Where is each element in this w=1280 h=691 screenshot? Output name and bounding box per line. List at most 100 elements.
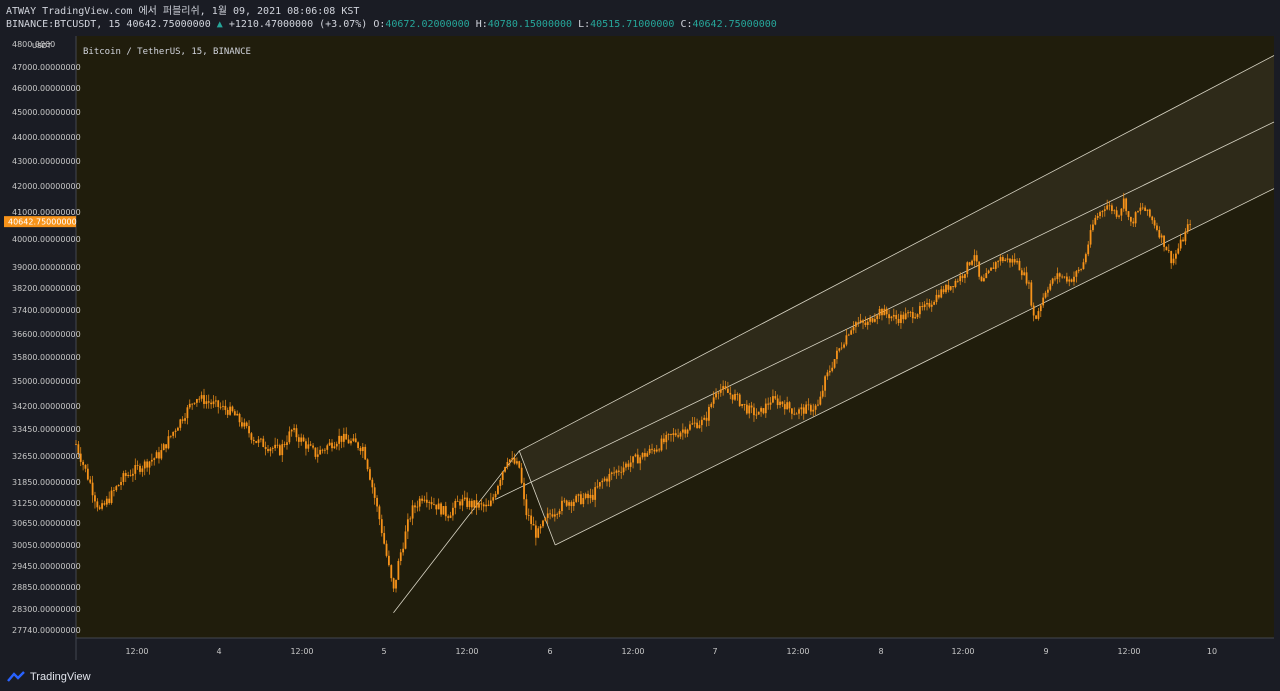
y-tick-label: 38200.00000000	[12, 284, 81, 293]
candle-body	[892, 314, 895, 317]
candle-body	[655, 449, 658, 452]
candle-body	[136, 465, 139, 466]
candle-body	[205, 401, 208, 404]
candle-body	[478, 503, 480, 508]
candle-body	[466, 497, 469, 507]
candle-body	[928, 302, 931, 307]
high-value: 40780.15000000	[487, 19, 573, 30]
candle-body	[881, 308, 883, 316]
candle-body	[293, 428, 295, 430]
candle-body	[463, 497, 466, 500]
channel-anchor-lines[interactable]	[393, 450, 556, 613]
candle-body	[755, 414, 758, 416]
candle-body	[1165, 246, 1168, 251]
candle-body	[297, 437, 300, 442]
candle-body	[895, 314, 898, 319]
candle-body	[259, 438, 262, 440]
candle-body	[722, 386, 725, 390]
channel-lower-line[interactable]	[555, 188, 1275, 546]
candle-body	[736, 394, 739, 395]
candle-body	[987, 270, 990, 273]
y-tick-label: 30050.00000000	[12, 541, 81, 550]
candle-body	[354, 438, 357, 443]
candle-body	[930, 304, 933, 307]
candle-body	[1082, 262, 1085, 270]
candle-body	[1096, 216, 1099, 218]
candle-body	[1167, 250, 1170, 252]
footer-brand[interactable]: TradingView	[6, 671, 91, 683]
candle-body	[632, 456, 634, 463]
change-value: +1210.47000000 (+3.07%)	[228, 19, 368, 30]
candle-body	[983, 278, 985, 282]
candle-body	[326, 445, 329, 450]
candle-body	[238, 413, 241, 423]
candle-body	[1092, 224, 1094, 231]
candle-body	[1101, 211, 1104, 213]
candle-body	[738, 394, 741, 406]
candle-body	[364, 446, 367, 460]
candle-body	[444, 506, 447, 517]
candle-body	[909, 312, 912, 313]
candle-body	[864, 322, 867, 325]
candle-body	[359, 448, 362, 452]
candle-body	[627, 463, 630, 467]
candle-body	[1047, 289, 1049, 293]
candle-body	[79, 453, 82, 462]
channel-upper-line[interactable]	[519, 55, 1275, 452]
candle-body	[999, 257, 1002, 262]
y-tick-label: 32650.00000000	[12, 452, 81, 461]
candle-body	[1001, 257, 1004, 262]
candle-body	[395, 579, 397, 589]
candle-body	[361, 446, 364, 452]
x-axis-panel[interactable]	[76, 638, 1274, 660]
y-tick-label: 34200.00000000	[12, 402, 81, 411]
candle-body	[866, 321, 869, 325]
candle-body	[214, 400, 217, 402]
candle-body	[241, 422, 243, 427]
candle-body	[949, 286, 952, 290]
candle-body	[717, 392, 720, 394]
candle-body	[1134, 212, 1137, 224]
candle-body	[1146, 209, 1149, 211]
candle-body	[734, 394, 736, 400]
candle-body	[871, 318, 874, 322]
candle-body	[615, 470, 618, 473]
candle-body	[77, 444, 80, 454]
candle-body	[473, 500, 476, 508]
candle-body	[278, 445, 281, 456]
candle-body	[352, 438, 355, 441]
candle-body	[333, 446, 336, 449]
candle-body	[622, 467, 625, 473]
candle-body	[103, 503, 106, 505]
candle-body	[520, 467, 523, 483]
candle-body	[1061, 276, 1064, 278]
candle-body	[345, 433, 348, 440]
candle-body	[1120, 208, 1123, 216]
candle-body	[203, 395, 205, 404]
candle-body	[926, 302, 928, 305]
x-tick-label: 6	[547, 647, 552, 656]
candle-body	[793, 413, 796, 415]
candle-body	[89, 479, 92, 483]
candle-body	[207, 401, 210, 403]
y-tick-label: 36600.00000000	[12, 330, 81, 339]
candle-body	[475, 500, 478, 508]
y-axis-panel[interactable]	[4, 36, 76, 638]
y-tick-label: 4800 0000	[12, 40, 55, 49]
candle-body	[127, 474, 130, 476]
candle-body	[857, 322, 860, 323]
candle-body	[1089, 230, 1092, 245]
candle-body	[117, 484, 120, 487]
candle-body	[878, 308, 881, 316]
candle-body	[1030, 282, 1033, 306]
candle-body	[973, 255, 976, 261]
plot-area[interactable]	[76, 36, 1274, 638]
candle-body	[172, 431, 175, 436]
candle-body	[186, 407, 189, 419]
parallel-channel[interactable]	[393, 55, 1275, 613]
candle-body	[262, 438, 265, 448]
candle-body	[677, 435, 680, 437]
candle-body	[108, 498, 111, 503]
candle-body	[347, 439, 350, 444]
